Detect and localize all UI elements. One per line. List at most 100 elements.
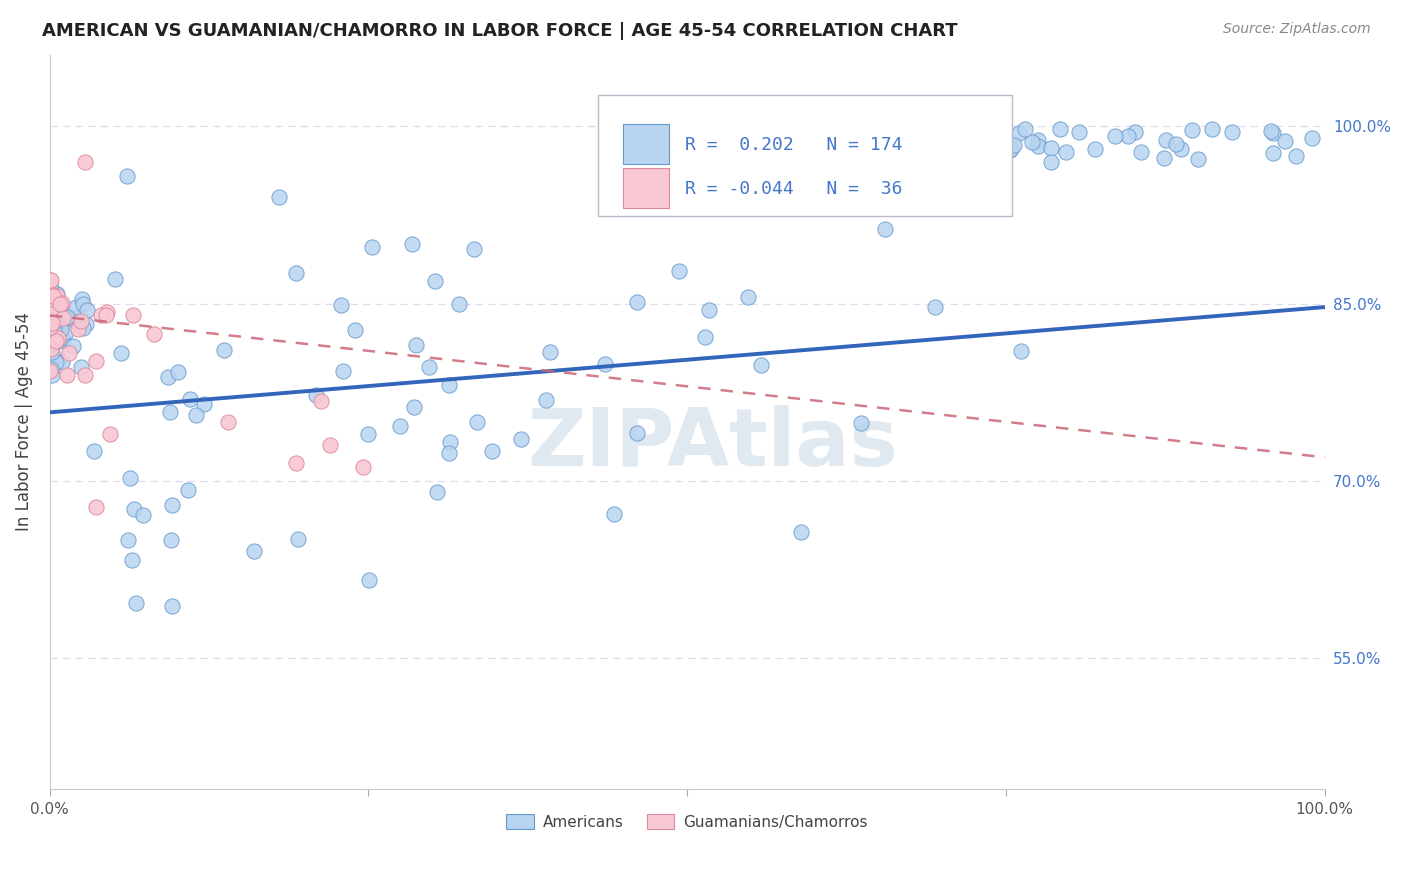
Point [778, 124, 800, 138]
Point [65, 300, 87, 314]
Point [44, 308, 66, 322]
Point [38, 318, 60, 332]
Point [132, 508, 155, 523]
Point [98, 426, 121, 441]
Point [959, 116, 981, 130]
Text: R = -0.044   N =  36: R = -0.044 N = 36 [685, 179, 903, 198]
Point [437, 446, 460, 460]
Point [1040, 141, 1063, 155]
Point [177, 483, 200, 497]
Point [38, 312, 60, 326]
Point [46, 289, 69, 303]
FancyBboxPatch shape [623, 168, 669, 208]
Point [1008, 126, 1031, 140]
Point [45, 334, 67, 349]
Point [426, 485, 449, 500]
Point [84, 500, 107, 515]
Point [1104, 128, 1126, 143]
Point [96, 304, 118, 318]
Point [70, 359, 93, 374]
Point [55, 310, 77, 325]
Point [39, 279, 62, 293]
Point [1261, 146, 1284, 161]
Point [125, 596, 148, 610]
Point [162, 498, 184, 512]
Point [38, 273, 60, 287]
Point [38, 301, 60, 316]
Point [38, 301, 60, 316]
Point [51, 331, 73, 345]
Point [920, 154, 942, 169]
Point [46, 286, 69, 301]
FancyBboxPatch shape [623, 124, 669, 163]
Text: ZIPAtlas: ZIPAtlas [527, 405, 898, 483]
Point [122, 502, 145, 516]
Point [1054, 145, 1077, 159]
Point [44, 316, 66, 330]
Point [156, 370, 179, 384]
Point [39, 343, 62, 357]
Point [1000, 142, 1022, 156]
Point [285, 457, 308, 471]
Point [51, 354, 73, 368]
Point [439, 377, 461, 392]
Point [121, 553, 143, 567]
Point [39, 362, 62, 376]
Point [39, 280, 62, 294]
Point [39, 313, 62, 327]
Point [1028, 133, 1050, 147]
Point [159, 404, 181, 418]
Point [46, 314, 69, 328]
Point [41, 344, 63, 359]
Point [977, 141, 1000, 155]
Point [873, 222, 896, 236]
Point [402, 400, 425, 414]
Point [1010, 343, 1032, 358]
Point [1116, 128, 1139, 143]
Point [39, 308, 62, 322]
Point [45, 355, 67, 369]
Point [179, 392, 201, 406]
Point [789, 525, 811, 540]
Point [1123, 125, 1146, 139]
Point [626, 294, 648, 309]
Point [1181, 123, 1204, 137]
Point [1260, 124, 1282, 138]
Point [41, 313, 63, 327]
Point [862, 151, 884, 165]
Point [754, 126, 776, 140]
Point [41, 320, 63, 334]
Point [212, 343, 235, 357]
Point [55, 325, 77, 339]
Point [42, 289, 65, 303]
Point [104, 272, 127, 286]
Point [952, 154, 974, 169]
Point [1285, 149, 1308, 163]
Point [1154, 133, 1177, 147]
Point [924, 300, 946, 314]
Point [90, 309, 112, 323]
Point [1274, 135, 1296, 149]
Point [41, 324, 63, 338]
Point [62, 339, 84, 353]
Text: AMERICAN VS GUAMANIAN/CHAMORRO IN LABOR FORCE | AGE 45-54 CORRELATION CHART: AMERICAN VS GUAMANIAN/CHAMORRO IN LABOR … [42, 22, 957, 40]
Point [783, 154, 806, 169]
Point [305, 388, 328, 402]
Point [361, 239, 384, 253]
Point [780, 152, 803, 166]
Point [534, 393, 557, 408]
Point [52, 333, 75, 347]
Point [309, 393, 332, 408]
Text: R =  0.202   N = 174: R = 0.202 N = 174 [685, 136, 903, 153]
Point [72, 320, 94, 334]
Point [193, 397, 215, 411]
Point [538, 345, 561, 359]
Text: Source: ZipAtlas.com: Source: ZipAtlas.com [1223, 22, 1371, 37]
Point [83, 444, 105, 458]
Point [41, 320, 63, 334]
Point [356, 427, 378, 442]
Point [703, 199, 725, 213]
Point [981, 133, 1004, 147]
Point [439, 434, 461, 449]
Point [51, 296, 73, 310]
